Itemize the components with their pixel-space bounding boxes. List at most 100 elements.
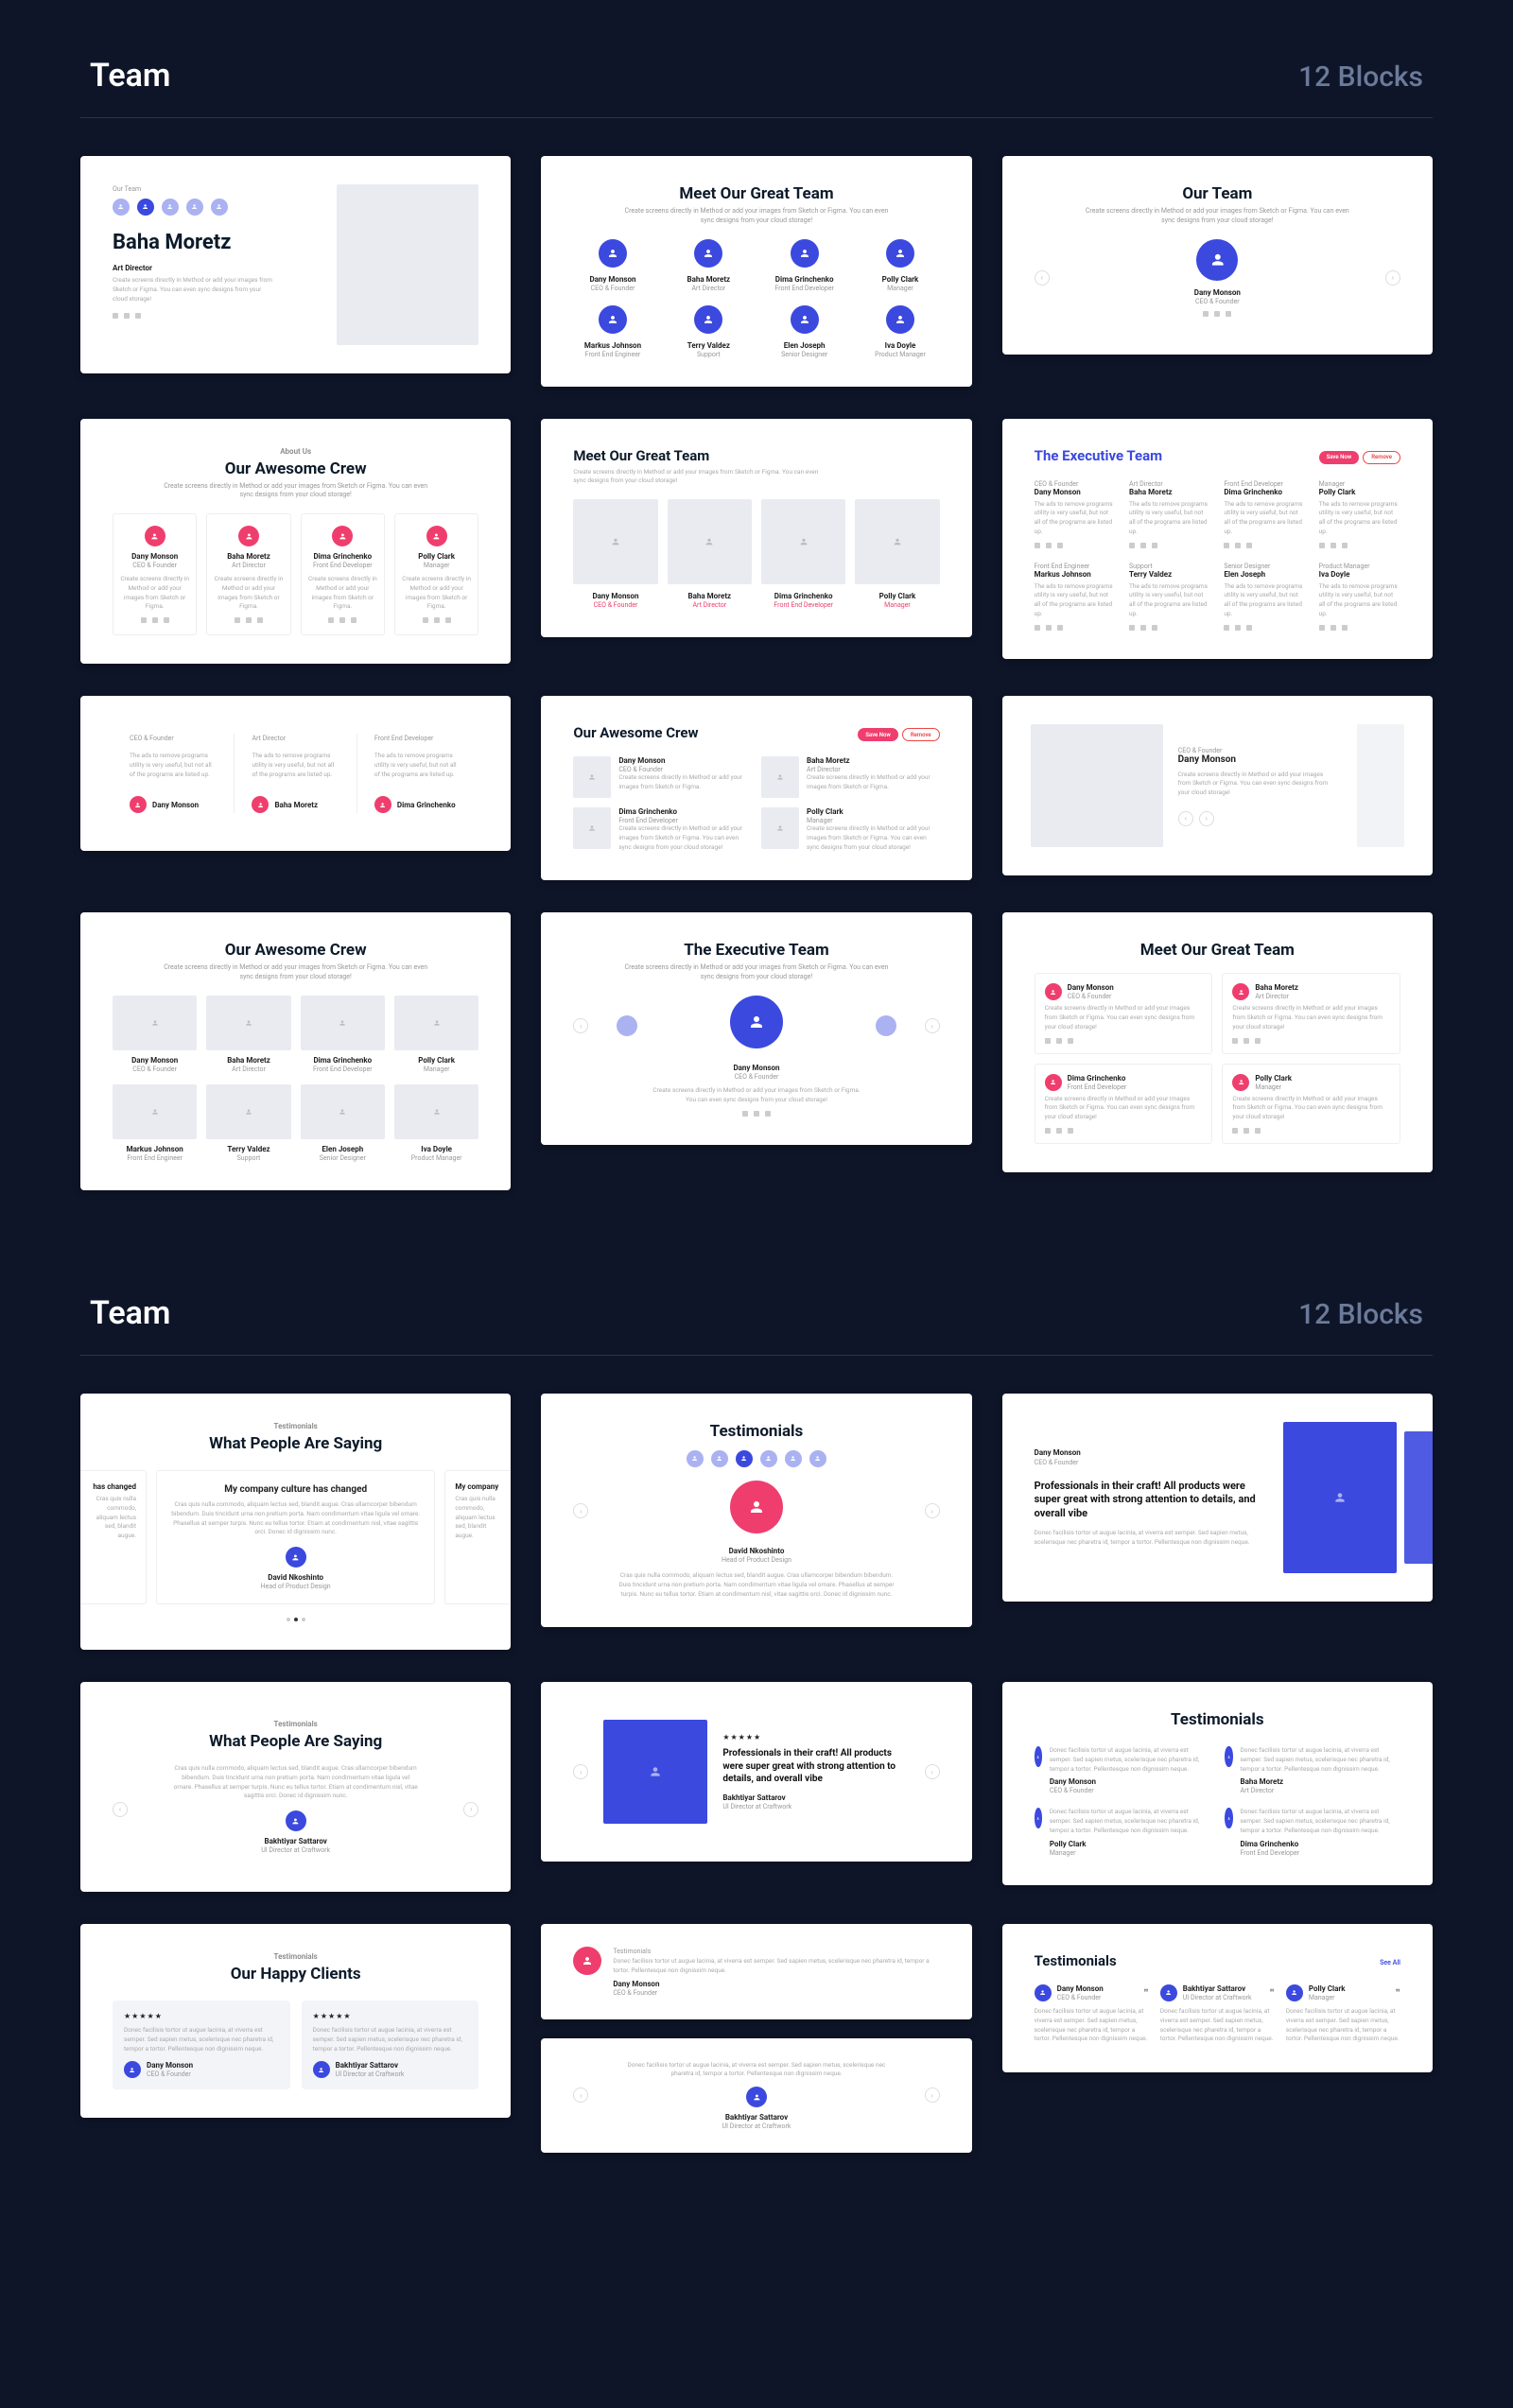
team-block-three-columns[interactable]: CEO & FounderThe ads to remove programs … <box>80 696 511 851</box>
pager-dot-active[interactable] <box>736 1450 753 1467</box>
social-links[interactable] <box>1319 625 1400 631</box>
desc: Create screens directly in Method or add… <box>652 1086 861 1105</box>
social-links[interactable] <box>213 617 284 623</box>
quote-icon: ❞ <box>1143 1988 1148 1999</box>
next-arrow[interactable]: › <box>1385 270 1400 286</box>
next-arrow[interactable]: › <box>925 2088 940 2103</box>
testimonial-quote-image[interactable]: Dany Monson CEO & Founder Professionals … <box>1002 1394 1433 1602</box>
pager-dot[interactable] <box>785 1450 802 1467</box>
team-block-grid-8[interactable]: Meet Our Great Team Create screens direc… <box>541 156 971 387</box>
team-block-executive-carousel[interactable]: The Executive Team Create screens direct… <box>541 912 971 1144</box>
pager-dot[interactable] <box>113 199 130 216</box>
prev-arrow[interactable]: ‹ <box>573 2088 588 2103</box>
social-links[interactable] <box>1045 1128 1203 1134</box>
testimonial-slider-cards[interactable]: Testimonials What People Are Saying has … <box>80 1394 511 1650</box>
image-placeholder <box>668 499 752 584</box>
prev-arrow[interactable]: ‹ <box>573 1764 588 1779</box>
social-links[interactable] <box>1319 543 1400 548</box>
pager-dot[interactable] <box>687 1450 704 1467</box>
see-all-link[interactable]: See All <box>1380 1959 1400 1966</box>
desc: The ads to remove programs utility is ve… <box>1224 500 1305 537</box>
next-arrow[interactable]: › <box>925 1503 940 1518</box>
prev-arrow[interactable]: ‹ <box>1178 811 1193 826</box>
team-block-image-row[interactable]: Meet Our Great Team Create screens direc… <box>541 419 971 638</box>
social-links[interactable] <box>1224 543 1305 548</box>
team-block-image-profile[interactable]: CEO & Founder Dany Monson Create screens… <box>1002 696 1433 875</box>
testimonial-image-quote-row[interactable]: ‹ ★★★★★ Professionals in their craft! Al… <box>541 1682 971 1862</box>
team-block-crew-grid-8[interactable]: Our Awesome Crew Create screens directly… <box>80 912 511 1190</box>
social-links[interactable] <box>1224 625 1305 631</box>
person-role: Art Director <box>1129 480 1210 488</box>
person-name: Markus Johnson <box>573 341 652 350</box>
person-role: CEO & Founder <box>130 735 217 742</box>
person-role: Manager <box>861 285 939 292</box>
block-title: What People Are Saying <box>113 1732 478 1751</box>
person-name: Baha Moretz <box>1255 983 1298 992</box>
social-links[interactable] <box>1035 543 1116 548</box>
social-links[interactable] <box>1232 1128 1390 1134</box>
person-name: Iva Doyle <box>1319 570 1400 579</box>
pager-dot[interactable] <box>186 199 203 216</box>
save-button[interactable]: Save Now <box>1319 451 1360 464</box>
person-role: Manager <box>1255 1083 1292 1091</box>
image-placeholder <box>301 1084 385 1139</box>
team-block-executive[interactable]: The Executive Team Save Now Remove CEO &… <box>1002 419 1433 659</box>
next-arrow[interactable]: › <box>1199 811 1214 826</box>
pager-dot-active[interactable] <box>137 199 154 216</box>
social-links[interactable] <box>1035 625 1116 631</box>
social-links[interactable] <box>1045 1038 1203 1044</box>
social-links[interactable] <box>1129 543 1210 548</box>
person-name: Markus Johnson <box>113 1145 197 1153</box>
pager-dot[interactable] <box>711 1450 728 1467</box>
person-name: David Nkoshinto <box>573 1547 939 1555</box>
team-block-crew-cards[interactable]: About Us Our Awesome Crew Create screens… <box>80 419 511 665</box>
social-links[interactable] <box>113 313 320 319</box>
social-links[interactable] <box>1194 311 1241 317</box>
testimonial-grid-4[interactable]: Testimonials Donec facilisis tortor ut a… <box>1002 1682 1433 1885</box>
prev-arrow[interactable]: ‹ <box>1035 270 1050 286</box>
image-placeholder <box>206 1084 290 1139</box>
block-sub: Create screens directly in Method or add… <box>624 963 889 982</box>
person-name: David Nkoshinto <box>170 1573 421 1582</box>
team-block-crew-list[interactable]: Our Awesome Crew Save Now Remove Dany Mo… <box>541 696 971 880</box>
next-arrow[interactable]: › <box>925 1018 940 1033</box>
prev-arrow[interactable]: ‹ <box>113 1802 128 1817</box>
team-block-great-team-cards[interactable]: Meet Our Great Team Dany MonsonCEO & Fou… <box>1002 912 1433 1172</box>
remove-button[interactable]: Remove <box>902 728 940 741</box>
pager-dot[interactable] <box>876 1015 896 1036</box>
prev-arrow[interactable]: ‹ <box>573 1018 588 1033</box>
remove-button[interactable]: Remove <box>1363 451 1400 464</box>
pager-dot[interactable] <box>162 199 179 216</box>
social-links[interactable] <box>119 617 190 623</box>
person-role: Art Director <box>213 562 284 569</box>
pager-dot[interactable] <box>617 1015 637 1036</box>
testimonial-centered-single[interactable]: Testimonials What People Are Saying ‹ Cr… <box>80 1682 511 1892</box>
person-name: Elen Joseph <box>301 1145 385 1153</box>
testimonial-centered-mini[interactable]: ‹ Donec facilisis tortor ut augue lacini… <box>541 2038 971 2154</box>
testimonial-happy-clients[interactable]: Testimonials Our Happy Clients ★★★★★ Don… <box>80 1924 511 2118</box>
next-arrow[interactable]: › <box>463 1802 478 1817</box>
pager-dot[interactable] <box>760 1450 777 1467</box>
social-links[interactable] <box>307 617 378 623</box>
social-links[interactable] <box>1232 1038 1390 1044</box>
image-placeholder <box>337 184 478 345</box>
team-block-carousel-profile[interactable]: Our Team Baha Moretz Art D <box>80 156 511 373</box>
card-body: Cras quis nulla commodo, aliquam lectus … <box>86 1495 136 1541</box>
person-name: Dany Monson <box>1057 1984 1104 1993</box>
social-links[interactable] <box>401 617 472 623</box>
testimonial-avatars-pager[interactable]: Testimonials ‹ › David Nkoshinto Head of… <box>541 1394 971 1627</box>
testimonial-three-columns[interactable]: Testimonials See All Dany MonsonCEO & Fo… <box>1002 1924 1433 2072</box>
user-icon <box>1160 1984 1177 2001</box>
social-links[interactable] <box>573 1111 939 1117</box>
social-links[interactable] <box>1129 625 1210 631</box>
prev-arrow[interactable]: ‹ <box>573 1503 588 1518</box>
pager-dot[interactable] <box>809 1450 826 1467</box>
desc: Create screens directly in Method or add… <box>1045 1004 1203 1031</box>
person-name: Polly Clark <box>807 807 940 816</box>
next-arrow[interactable]: › <box>925 1764 940 1779</box>
pager-dot[interactable] <box>211 199 228 216</box>
save-button[interactable]: Save Now <box>858 728 898 741</box>
testimonial-row-quote[interactable]: Testimonials Donec facilisis tortor ut a… <box>541 1924 971 2019</box>
team-block-carousel-single[interactable]: Our Team Create screens directly in Meth… <box>1002 156 1433 355</box>
person-role: Front End Engineer <box>113 1154 197 1162</box>
